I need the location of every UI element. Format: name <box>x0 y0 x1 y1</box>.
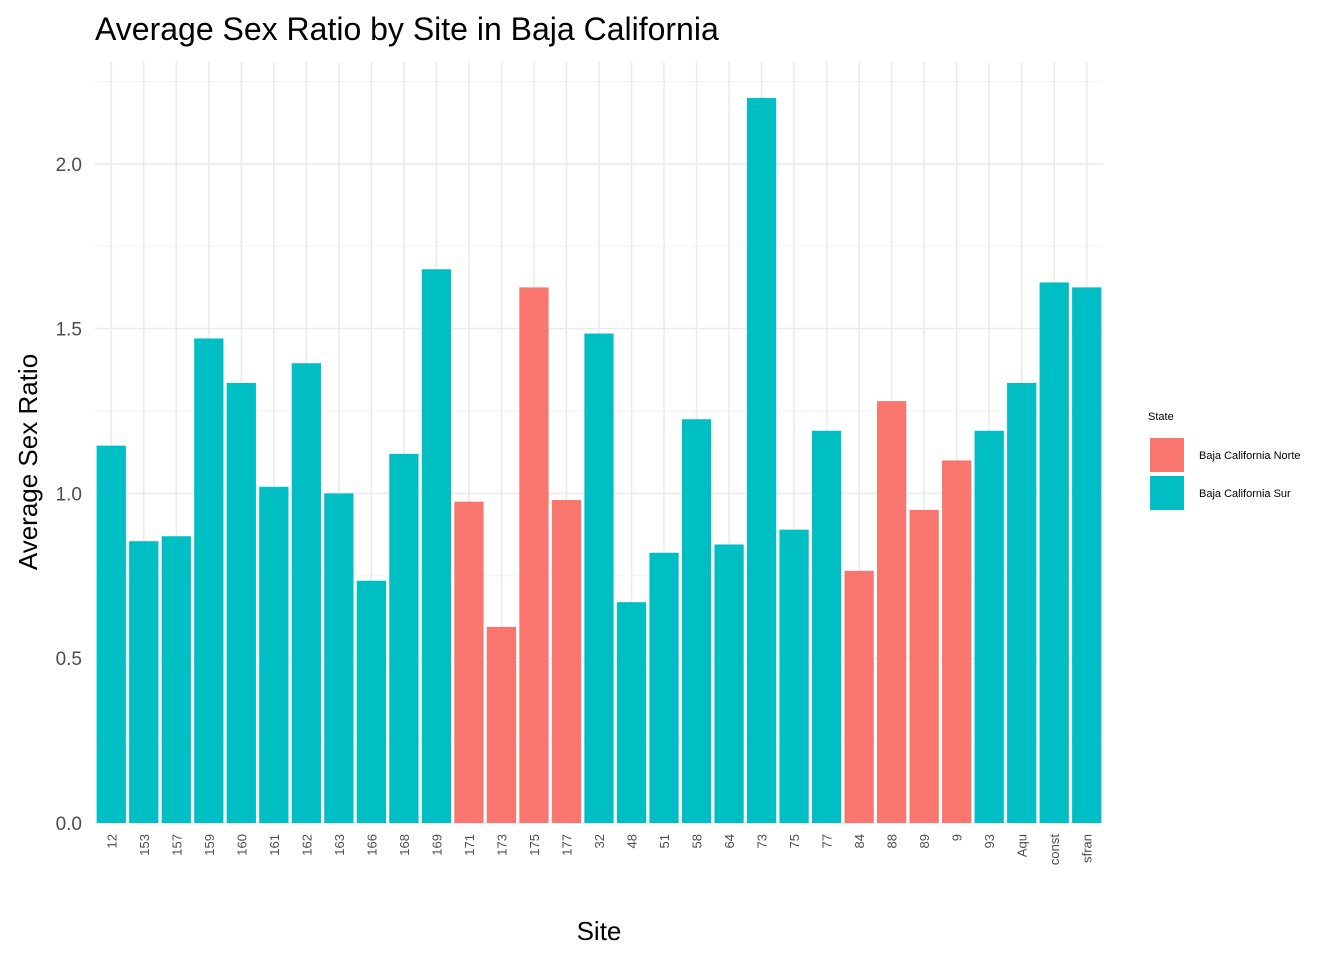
bar-64 <box>714 544 744 823</box>
bar-77 <box>811 430 842 823</box>
bar-161 <box>259 486 289 823</box>
x-tick-label: 171 <box>462 834 477 856</box>
legend-label: Baja California Sur <box>1199 488 1291 500</box>
x-tick-label: 163 <box>332 834 347 856</box>
x-tick-labels: 12 153 157 159 160 161 162 163 166 168 169 171 173 17… <box>104 834 1094 865</box>
y-tick-label: 1.5 <box>56 320 82 341</box>
legend-label: Baja California Norte <box>1199 450 1301 462</box>
y-tick-labels: 0.0 0.5 1.0 1.5 2.0 <box>56 155 82 835</box>
x-tick-label: 169 <box>429 834 444 856</box>
x-tick-label: 88 <box>885 834 900 848</box>
bar-177 <box>551 499 582 823</box>
bar-171 <box>454 501 484 823</box>
x-tick-label: 89 <box>917 834 932 848</box>
x-tick-label: 73 <box>755 834 770 848</box>
x-tick-label: 48 <box>625 834 640 848</box>
bar-160 <box>226 382 256 823</box>
bar-Aqu <box>1007 382 1037 823</box>
x-tick-label: 75 <box>787 834 802 848</box>
bar-75 <box>779 529 809 823</box>
bar-51 <box>649 552 679 823</box>
legend-title: State <box>1148 411 1174 423</box>
bar-163 <box>324 493 354 823</box>
chart-title: Average Sex Ratio by Site in Baja Califo… <box>95 11 719 47</box>
y-tick-label: 2.0 <box>56 155 82 176</box>
x-tick-label: sfran <box>1080 834 1095 863</box>
x-tick-label: 12 <box>104 834 119 848</box>
bar-173 <box>486 626 517 823</box>
x-tick-label: 166 <box>364 834 379 856</box>
x-tick-label: Aqu <box>1015 834 1030 857</box>
x-tick-label: 168 <box>397 834 412 856</box>
bar-166 <box>356 580 387 823</box>
x-tick-label: 157 <box>169 834 184 856</box>
x-tick-label: 77 <box>820 834 835 848</box>
x-tick-label: 93 <box>982 834 997 848</box>
x-axis-title: Site <box>577 916 622 946</box>
x-tick-label: 84 <box>852 834 867 848</box>
y-tick-label: 0.0 <box>56 814 82 835</box>
x-tick-label: 32 <box>592 834 607 848</box>
x-tick-label: const <box>1047 834 1062 865</box>
bar-88 <box>877 401 907 823</box>
x-tick-label: 161 <box>267 834 282 856</box>
bar-162 <box>291 363 321 823</box>
x-tick-label: 177 <box>559 834 574 856</box>
x-tick-label: 64 <box>722 834 737 848</box>
x-tick-label: 175 <box>527 834 542 856</box>
y-tick-label: 1.0 <box>56 484 82 505</box>
bar-73 <box>746 97 777 823</box>
bar-58 <box>681 419 712 823</box>
y-tick-label: 0.5 <box>56 649 82 670</box>
bar-12 <box>96 445 126 823</box>
legend: State Baja California Norte Baja Californ… <box>1148 411 1301 510</box>
bar-const <box>1039 282 1069 823</box>
bar-48 <box>616 602 647 823</box>
bar-9 <box>942 460 972 823</box>
x-tick-label: 160 <box>234 834 249 856</box>
x-tick-label: 173 <box>494 834 509 856</box>
legend-key-1 <box>1150 438 1184 472</box>
bar-157 <box>161 536 191 823</box>
x-tick-label: 153 <box>137 834 152 856</box>
legend-key-2 <box>1150 476 1184 510</box>
bar-175 <box>519 287 549 823</box>
x-tick-label: 162 <box>299 834 314 856</box>
bar-159 <box>194 338 224 823</box>
bars <box>96 97 1102 824</box>
y-axis-title: Average Sex Ratio <box>13 354 43 570</box>
bar-168 <box>389 453 419 823</box>
bar-169 <box>421 269 452 824</box>
bar-sfran <box>1072 287 1102 823</box>
x-tick-label: 159 <box>202 834 217 856</box>
bar-32 <box>584 333 614 823</box>
x-tick-label: 58 <box>690 834 705 848</box>
x-tick-label: 9 <box>950 834 965 841</box>
bar-89 <box>909 509 939 823</box>
bar-93 <box>974 430 1004 823</box>
bar-153 <box>129 541 159 823</box>
bar-84 <box>844 570 874 823</box>
x-tick-label: 51 <box>657 834 672 848</box>
